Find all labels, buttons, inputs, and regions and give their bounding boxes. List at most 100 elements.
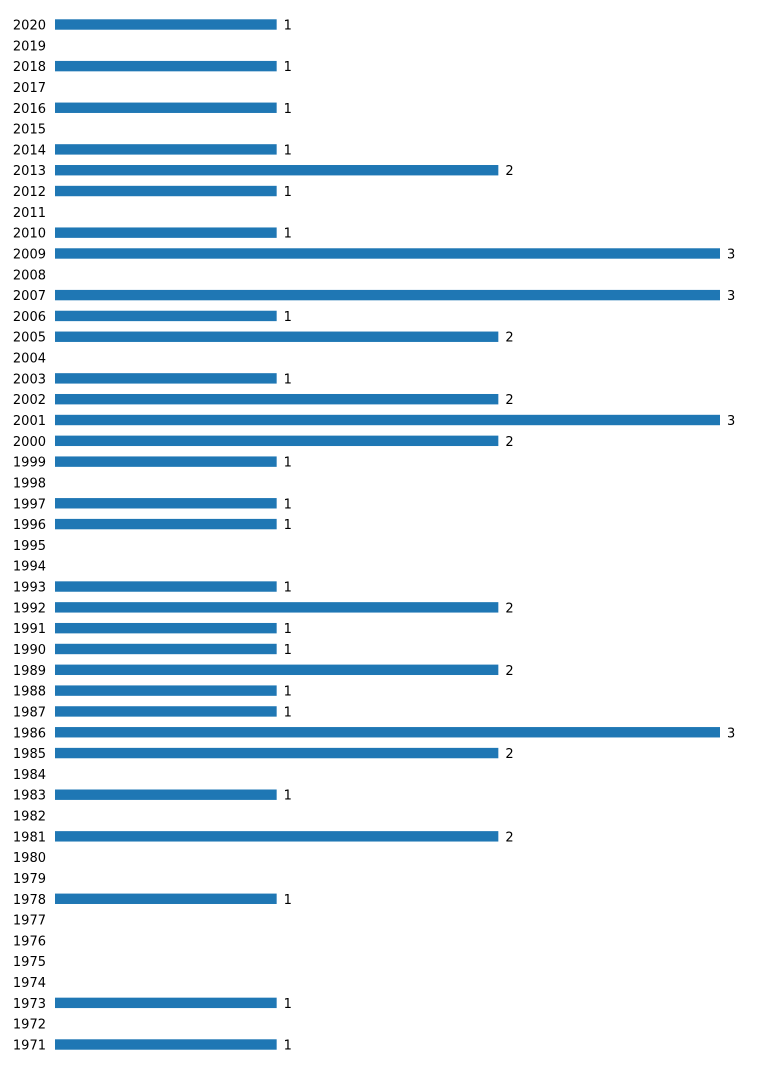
y-tick-label-2000: 2000 — [13, 435, 46, 450]
value-label-2018: 1 — [284, 60, 292, 75]
y-tick-label-2012: 2012 — [13, 185, 46, 200]
y-tick-label-1978: 1978 — [13, 893, 46, 908]
bar-2020 — [55, 19, 277, 30]
y-tick-label-2010: 2010 — [13, 227, 46, 242]
value-label-1993: 1 — [284, 581, 292, 596]
y-tick-label-1985: 1985 — [13, 747, 46, 762]
y-tick-label-1994: 1994 — [13, 560, 46, 575]
y-tick-label-1991: 1991 — [13, 622, 46, 637]
bar-1978 — [55, 893, 277, 904]
bar-1991 — [55, 622, 277, 634]
value-label-1997: 1 — [284, 497, 292, 512]
y-tick-label-1975: 1975 — [13, 955, 46, 970]
bar-1985 — [55, 747, 499, 759]
y-tick-label-2004: 2004 — [13, 352, 46, 367]
y-tick-label-1980: 1980 — [13, 851, 46, 866]
y-tick-label-1993: 1993 — [13, 581, 46, 596]
y-tick-label-2008: 2008 — [13, 268, 46, 283]
value-label-2006: 1 — [284, 310, 292, 325]
value-label-1989: 2 — [505, 664, 513, 679]
bars — [55, 19, 720, 1050]
bar-1973 — [55, 997, 277, 1009]
y-tick-label-1974: 1974 — [13, 976, 46, 991]
value-label-2002: 2 — [505, 393, 513, 408]
bar-2012 — [55, 185, 277, 197]
y-tick-label-1996: 1996 — [13, 518, 46, 533]
y-tick-label-2015: 2015 — [13, 123, 46, 138]
y-tick-label-2002: 2002 — [13, 393, 46, 408]
y-tick-label-1979: 1979 — [13, 872, 46, 887]
value-labels: 1 1 1 1 2 1 1 3 3 1 2 1 2 3 2 1 1 1 1 2 1 1 2 1 1 3 2 1 2 1 1 1 — [284, 19, 736, 1054]
y-tick-label-1998: 1998 — [13, 476, 46, 491]
y-tick-label-1995: 1995 — [13, 539, 46, 554]
bar-2010 — [55, 227, 277, 238]
value-label-1990: 1 — [284, 643, 292, 658]
y-tick-label-2014: 2014 — [13, 143, 46, 158]
value-label-1985: 2 — [505, 747, 513, 762]
y-tick-labels: 2020 2019 2018 2017 2016 2015 2014 2013 2012 2011… — [13, 19, 46, 1054]
y-tick-label-2006: 2006 — [13, 310, 46, 325]
bar-1996 — [55, 518, 277, 530]
bar-2001 — [55, 414, 720, 426]
bar-2016 — [55, 102, 277, 113]
y-tick-label-2020: 2020 — [13, 19, 46, 34]
y-tick-label-1977: 1977 — [13, 914, 46, 929]
bar-1988 — [55, 685, 277, 696]
bar-2006 — [55, 310, 277, 322]
bar-2014 — [55, 144, 277, 155]
value-label-1996: 1 — [284, 518, 292, 533]
bar-1971 — [55, 1039, 277, 1050]
y-tick-label-2017: 2017 — [13, 81, 46, 96]
value-label-1971: 1 — [284, 1039, 292, 1054]
value-label-2012: 1 — [284, 185, 292, 200]
y-tick-label-1982: 1982 — [13, 810, 46, 825]
y-tick-label-2013: 2013 — [13, 164, 46, 179]
bar-2000 — [55, 435, 499, 447]
y-tick-label-1972: 1972 — [13, 1018, 46, 1033]
y-tick-label-2007: 2007 — [13, 289, 46, 304]
y-tick-label-1973: 1973 — [13, 997, 46, 1012]
y-tick-label-1971: 1971 — [13, 1039, 46, 1054]
bar-1986 — [55, 727, 720, 738]
value-label-1992: 2 — [505, 601, 513, 616]
value-label-2007: 3 — [727, 289, 735, 304]
y-tick-label-1986: 1986 — [13, 726, 46, 741]
y-tick-label-2001: 2001 — [13, 414, 46, 429]
value-label-1978: 1 — [284, 893, 292, 908]
value-label-1987: 1 — [284, 705, 292, 720]
bar-1999 — [55, 456, 277, 467]
y-tick-label-2019: 2019 — [13, 39, 46, 54]
y-tick-label-2011: 2011 — [13, 206, 46, 221]
y-tick-label-1992: 1992 — [13, 601, 46, 616]
value-label-1999: 1 — [284, 456, 292, 471]
bar-1993 — [55, 581, 277, 592]
bar-1989 — [55, 664, 499, 676]
bar-2018 — [55, 60, 277, 72]
y-tick-label-1988: 1988 — [13, 685, 46, 700]
y-tick-label-1987: 1987 — [13, 705, 46, 720]
bar-1981 — [55, 831, 499, 842]
bar-1992 — [55, 602, 499, 613]
bar-1987 — [55, 706, 277, 717]
bar-2007 — [55, 289, 720, 301]
value-label-2000: 2 — [505, 435, 513, 450]
value-label-2016: 1 — [284, 102, 292, 117]
value-label-2003: 1 — [284, 372, 292, 387]
value-label-1973: 1 — [284, 997, 292, 1012]
bar-1983 — [55, 789, 277, 800]
value-label-1981: 2 — [505, 830, 513, 845]
bar-2005 — [55, 331, 499, 342]
y-tick-label-1990: 1990 — [13, 643, 46, 658]
bar-1990 — [55, 643, 277, 655]
y-tick-label-2016: 2016 — [13, 102, 46, 117]
value-label-2005: 2 — [505, 331, 513, 346]
y-tick-label-1976: 1976 — [13, 934, 46, 949]
y-tick-label-2003: 2003 — [13, 372, 46, 387]
y-tick-label-1999: 1999 — [13, 456, 46, 471]
value-label-2010: 1 — [284, 227, 292, 242]
y-tick-label-2018: 2018 — [13, 60, 46, 75]
y-tick-label-1984: 1984 — [13, 768, 46, 783]
y-tick-label-1997: 1997 — [13, 497, 46, 512]
